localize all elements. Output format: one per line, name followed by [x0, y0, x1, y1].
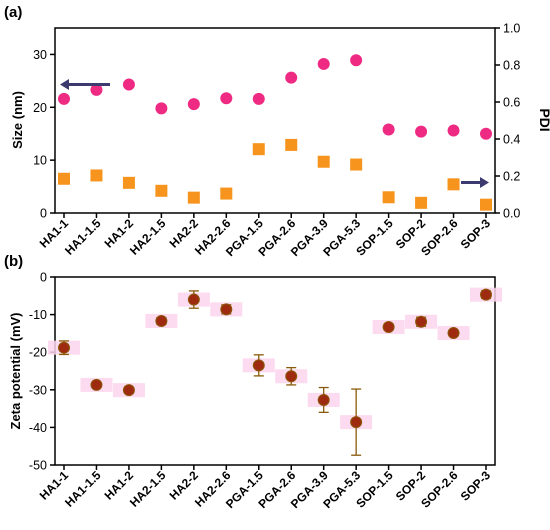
y2-tick-label: 0.0: [503, 207, 520, 221]
panel-a-arrows: [60, 79, 489, 188]
y-tick-label: 0: [40, 207, 47, 221]
pdi-point: [58, 172, 70, 185]
size-point: [252, 92, 265, 105]
y2-tick-label: 0.6: [503, 96, 520, 110]
size-point: [382, 123, 395, 136]
size-point: [317, 57, 330, 70]
panel-a-marks: [58, 54, 492, 211]
pdi-point: [317, 155, 330, 168]
pdi-point: [350, 158, 363, 171]
size-point: [480, 127, 492, 140]
panel-a-right-ticks: 0.0 0.2 0.4 0.6 0.8 1.0: [495, 22, 520, 221]
x-tick-label: SOP-2.6: [418, 468, 461, 511]
pdi-point: [415, 196, 428, 209]
x-tick-label: HA1-1.5: [62, 468, 104, 510]
pdi-point: [252, 143, 265, 156]
zeta-point: [382, 321, 395, 334]
size-point: [447, 124, 460, 137]
pdi-point: [382, 191, 395, 204]
zeta-point: [187, 293, 200, 306]
panel-b-y-ticks: 0 -10 -20 -30 -40 -50: [29, 271, 55, 473]
y-tick-label: -20: [29, 346, 47, 360]
y-tick-label: -30: [29, 383, 47, 397]
zeta-point: [90, 378, 103, 391]
panel-a-label: (a): [4, 4, 22, 21]
pdi-point: [447, 178, 460, 191]
panel-a-left-ticks: 0 10 20 30: [33, 48, 55, 221]
zeta-point: [58, 341, 70, 354]
y-tick-label: 30: [33, 48, 47, 62]
zeta-point: [285, 370, 298, 383]
arrow-to-size-axis-head: [60, 79, 69, 91]
zeta-point: [415, 315, 428, 328]
x-tick-label: SOP-1.5: [353, 468, 396, 511]
panel-a-y-axis-label: Size (nm): [10, 91, 25, 149]
zeta-point: [447, 327, 460, 340]
size-point: [415, 125, 428, 138]
y2-tick-label: 0.2: [503, 170, 520, 184]
panel-b-x-ticks: HA1-1HA1-1.5HA1-2HA2-1.5HA2-2HA2-2.6PGA-…: [37, 465, 494, 511]
size-point: [285, 71, 298, 84]
zeta-point: [350, 416, 363, 429]
x-tick-label: HA1-1.5: [62, 216, 104, 258]
panel-a-y2-axis-label: PDI: [537, 108, 550, 131]
arrow-to-pdi-axis-head: [480, 176, 489, 188]
x-tick-label: HA2-1.5: [127, 468, 169, 510]
y2-tick-label: 0.8: [503, 59, 520, 73]
zeta-point: [220, 303, 233, 316]
y-tick-label: -50: [29, 459, 47, 473]
x-tick-label: HA2-1.5: [127, 216, 169, 258]
panel-b: (b) Zeta potential (mV) 0 -10 -20 -30 -40 -50…: [4, 253, 502, 511]
size-point: [58, 92, 70, 105]
y2-tick-label: 0.4: [503, 133, 520, 147]
panel-a-x-ticks: HA1-1HA1-1.5HA1-2HA2-1.5HA2-2HA2-2.6PGA-…: [37, 213, 494, 259]
zeta-point: [122, 384, 135, 397]
panel-b-highlights: [48, 287, 502, 430]
pdi-point: [285, 138, 298, 151]
pdi-point: [480, 198, 492, 211]
pdi-point: [220, 187, 233, 200]
panel-b-y-axis-label: Zeta potential (mV): [8, 312, 23, 429]
pdi-point: [155, 184, 168, 197]
panel-b-frame: [54, 276, 496, 466]
x-tick-label: SOP-1.5: [353, 216, 396, 259]
y2-tick-label: 1.0: [503, 22, 520, 36]
pdi-point: [90, 169, 103, 182]
x-tick-label: SOP-3: [458, 468, 494, 504]
zeta-point: [155, 314, 168, 327]
size-point: [220, 92, 233, 105]
y-tick-label: 20: [33, 101, 47, 115]
zeta-point: [252, 359, 265, 372]
x-tick-label: SOP-3: [458, 216, 494, 252]
size-point: [155, 102, 168, 115]
panel-b-label: (b): [4, 253, 23, 270]
pdi-point: [122, 176, 135, 189]
size-point: [350, 54, 363, 67]
y-tick-label: 10: [33, 154, 47, 168]
size-point: [187, 98, 200, 111]
size-point: [122, 78, 135, 91]
y-tick-label: 0: [40, 271, 47, 285]
pdi-point: [187, 191, 200, 204]
x-tick-label: SOP-2.6: [418, 216, 461, 259]
panel-b-marks: [58, 288, 492, 456]
zeta-point: [317, 393, 330, 406]
y-tick-label: -10: [29, 308, 47, 322]
y-tick-label: -40: [29, 421, 47, 435]
panel-a-frame: [54, 27, 496, 214]
zeta-point: [480, 288, 492, 301]
size-point: [90, 83, 103, 96]
